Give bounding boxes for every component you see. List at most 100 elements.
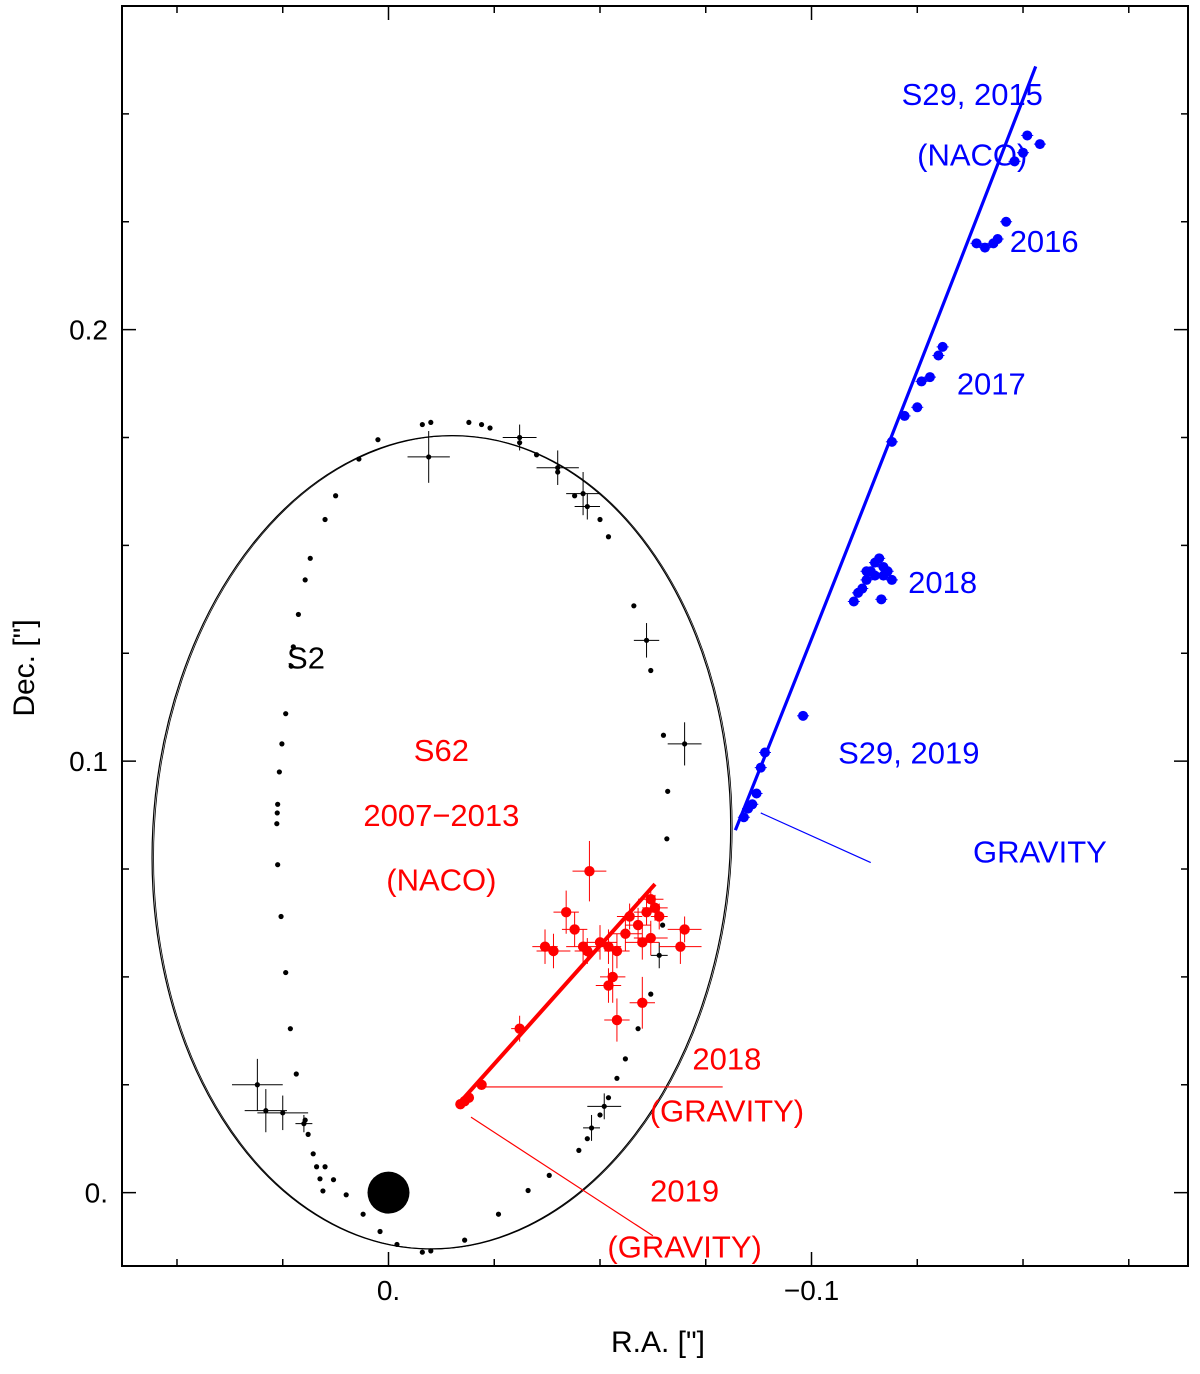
s2-data-point — [631, 603, 637, 609]
s62-data-point — [548, 945, 559, 957]
s2-data-point — [426, 454, 432, 460]
s2-data-point — [274, 810, 280, 816]
s2-data-point — [597, 516, 603, 523]
s2-data-point — [648, 667, 654, 674]
s62-data-point — [641, 906, 652, 918]
s29-data-point — [848, 596, 859, 607]
s29-annotation: (NACO) — [917, 138, 1027, 173]
s29-data-point — [747, 799, 758, 810]
s62-data-point — [560, 906, 572, 918]
s62-label-line: S62 — [414, 733, 469, 768]
s29-data-point — [971, 238, 982, 249]
s2-data-point — [428, 1248, 434, 1254]
s29-data-point — [798, 710, 809, 721]
s2-data-point — [487, 425, 493, 431]
s62-annotation: (GRAVITY) — [650, 1093, 804, 1128]
s2-data-point — [605, 534, 612, 540]
s2-data-point — [525, 1187, 531, 1194]
x-tick-label: −0.1 — [784, 1275, 839, 1306]
s29-data-point — [1022, 130, 1033, 141]
s2-data-point — [635, 1026, 641, 1032]
s62-data-point — [611, 1014, 623, 1026]
s2-data-point — [263, 1108, 269, 1114]
s62-data-point — [569, 924, 580, 935]
s62-data-point — [584, 865, 595, 877]
s2-data-point — [664, 836, 670, 842]
s2-data-point — [572, 493, 578, 499]
s2-data-point — [622, 1056, 628, 1062]
s29-data-point — [992, 234, 1003, 245]
s62-data-point — [603, 941, 614, 952]
s2-data-point — [584, 1136, 590, 1142]
s29-data-point — [916, 376, 927, 387]
s2-data-point — [576, 1147, 582, 1153]
s2-data-point — [313, 1164, 320, 1170]
s62-fit-line — [456, 882, 657, 1106]
s2-orbit-line — [151, 435, 732, 1250]
s29-data-point — [1018, 147, 1029, 158]
s29-annotation: 2016 — [1010, 224, 1079, 259]
s29-data-point — [751, 788, 762, 799]
s29-data-point — [861, 574, 872, 585]
axis-ticks: 0. −0.1 0. 0.1 0.2 — [69, 6, 1188, 1306]
s29-data-point — [857, 583, 868, 594]
s2-data-point — [320, 1188, 326, 1194]
s2-data-point — [302, 577, 308, 583]
s2-label: S2 — [287, 640, 325, 675]
s62-data-point — [620, 928, 631, 939]
s62-data-point — [675, 941, 686, 952]
s29-data-point — [874, 553, 885, 564]
s2-data-point — [310, 1151, 316, 1157]
s29-group: S29, 2015 (NACO) 2016 2017 2018 S29, 2019 GRAV… — [733, 65, 1107, 870]
s29-data-point — [937, 341, 948, 352]
s2-data-point — [288, 663, 294, 669]
plot-frame — [121, 5, 1189, 1267]
y-tick-label: 0.2 — [69, 315, 108, 346]
s62-data-point — [649, 902, 661, 914]
s2-data-point — [276, 769, 282, 775]
s29-data-point — [1034, 139, 1045, 150]
s2-data-point — [466, 419, 472, 426]
s2-data-point — [660, 732, 667, 738]
s2-data-point — [656, 952, 662, 958]
s2-data-point — [287, 1026, 293, 1032]
s62-annotation: 2019 — [650, 1173, 719, 1208]
s2-data-point — [517, 434, 523, 441]
s62-data-point — [679, 924, 690, 935]
y-axis-title: Dec. ["] — [8, 619, 41, 716]
s2-data-point — [648, 991, 654, 997]
s2-data-point — [343, 1192, 349, 1198]
s2-data-point — [254, 1082, 260, 1088]
s2-data-point — [643, 637, 650, 643]
s2-data-point — [665, 788, 671, 794]
s2-data-point — [317, 1176, 323, 1182]
s2-data-point — [546, 1172, 552, 1178]
s29-annotation: 2017 — [957, 366, 1026, 401]
s29-data-point — [912, 402, 923, 413]
s2-data-point — [275, 801, 281, 807]
s2-data-point — [601, 1103, 607, 1109]
x-tick-label: 0. — [377, 1275, 400, 1306]
s2-data-point — [290, 644, 296, 650]
black-hole-marker — [367, 1171, 410, 1214]
s2-data-point — [462, 1237, 468, 1243]
s62-data-point — [611, 945, 623, 957]
s2-data-point — [682, 741, 688, 747]
s2-data-point — [274, 821, 280, 827]
s2-data-point — [495, 1211, 502, 1217]
s2-data-point — [279, 741, 285, 747]
s2-data-point — [533, 452, 540, 458]
s2-orbit-line — [153, 435, 733, 1250]
s2-data-point — [293, 1071, 299, 1077]
s2-data-point — [307, 555, 313, 561]
s29-data-point — [861, 566, 872, 577]
s62-data-point — [654, 911, 665, 922]
s62-data-point — [645, 932, 656, 944]
s2-data-point — [614, 1075, 620, 1081]
s2-data-point — [394, 1241, 400, 1248]
s29-data-point — [886, 574, 897, 585]
s62-data-point — [637, 997, 648, 1008]
s62-data-point — [645, 894, 656, 905]
s2-data-point — [278, 913, 284, 920]
s29-data-point — [924, 372, 935, 383]
